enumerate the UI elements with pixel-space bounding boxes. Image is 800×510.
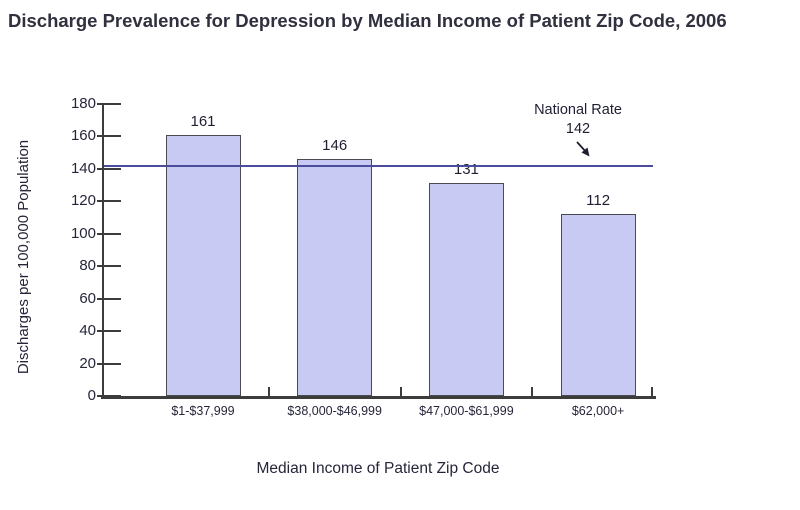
x-axis-line	[101, 396, 656, 399]
x-tick	[399, 387, 402, 396]
chart-title: Discharge Prevalence for Depression by M…	[8, 10, 727, 31]
y-tick	[97, 265, 121, 268]
y-tick-label: 80	[79, 257, 96, 275]
y-tick-label: 140	[70, 159, 96, 177]
x-tick	[267, 387, 270, 396]
x-category-label: $1-$37,999	[171, 404, 235, 418]
y-tick-label: 100	[70, 224, 96, 242]
y-tick-label: 120	[70, 192, 96, 210]
y-tick	[97, 395, 121, 397]
national-rate-value: 142	[565, 121, 591, 137]
bar	[428, 183, 504, 396]
x-tick	[651, 387, 653, 396]
y-tick-label: 0	[87, 387, 96, 404]
x-category-label: $62,000+	[571, 404, 625, 418]
y-axis-line	[102, 104, 104, 399]
bar-value-label: 161	[190, 112, 216, 130]
y-tick-label: 40	[79, 322, 96, 340]
x-axis-title: Median Income of Patient Zip Code	[256, 460, 500, 477]
bar-value-label: 112	[586, 192, 611, 210]
x-category-label: $38,000-$46,999	[287, 404, 382, 418]
bar	[560, 214, 636, 396]
y-tick	[97, 330, 121, 333]
y-tick	[97, 362, 121, 365]
y-tick-label: 180	[70, 95, 96, 112]
x-tick	[531, 387, 534, 396]
national-rate-line	[104, 164, 653, 167]
bar-value-label: 146	[322, 137, 348, 155]
y-tick	[97, 200, 121, 203]
y-tick-label: 60	[79, 289, 96, 307]
bar	[165, 134, 241, 396]
arrow-down-right-icon	[576, 141, 590, 157]
x-category-label: $47,000-$61,999	[419, 404, 514, 418]
y-tick-label: 160	[70, 127, 96, 145]
y-tick	[97, 135, 121, 138]
national-rate-annotation: National Rate 142	[508, 101, 648, 139]
y-tick	[97, 167, 121, 170]
bar	[297, 159, 373, 396]
national-rate-label: National Rate	[534, 102, 622, 118]
y-tick-label: 20	[79, 354, 96, 372]
y-tick	[97, 103, 121, 105]
y-tick	[97, 232, 121, 235]
y-tick	[97, 297, 121, 300]
